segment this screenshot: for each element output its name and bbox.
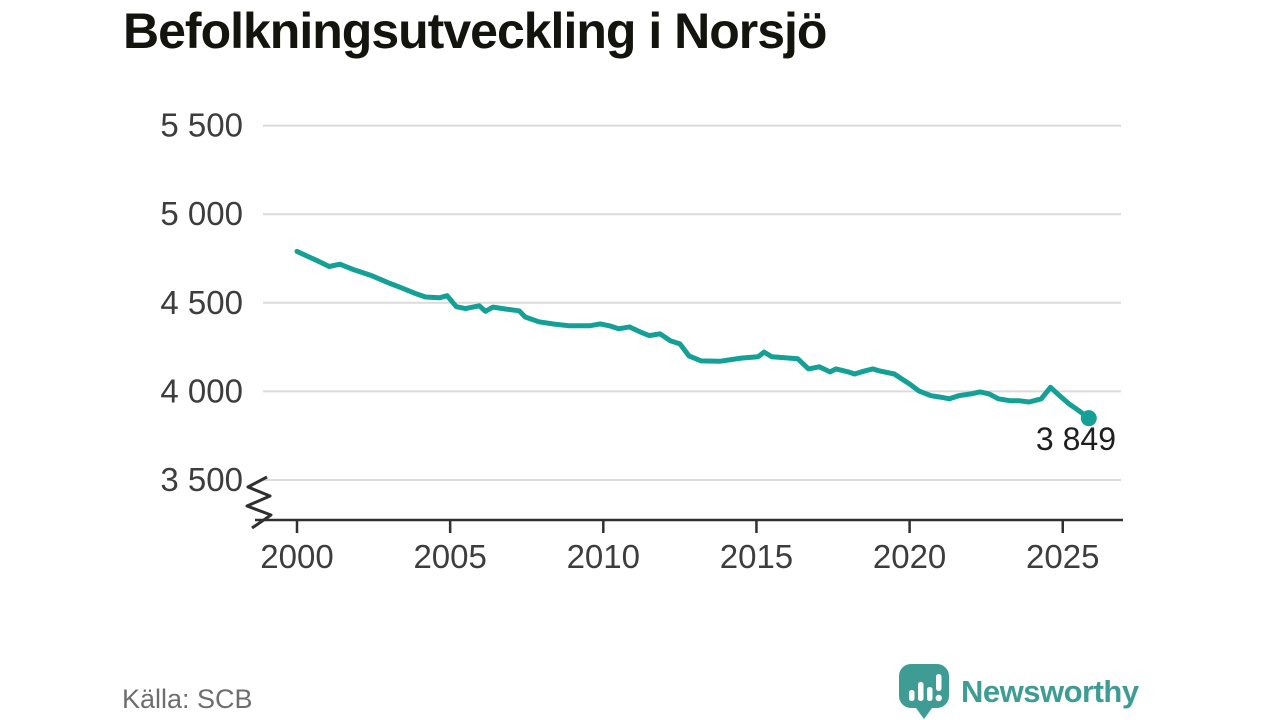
bar-1 [909, 690, 915, 701]
x-tick-label: 2000 [260, 538, 333, 575]
newsworthy-wordmark: Newsworthy [961, 673, 1139, 709]
y-tick-label: 5 500 [160, 107, 243, 144]
axis-break-zigzag [245, 475, 273, 530]
y-tick-label: 4 500 [160, 284, 243, 321]
x-tick-label: 2020 [873, 538, 946, 575]
population-line [294, 248, 1092, 421]
exclamation-dot [935, 694, 942, 702]
chart-title: Befolkningsutveckling i Norsjö [123, 3, 827, 59]
newsworthy-logo: Newsworthy [898, 663, 1139, 720]
bar-2 [918, 682, 924, 701]
x-tick-label: 2015 [720, 538, 793, 575]
last-point-value-label: 3 849 [1036, 421, 1116, 457]
x-tick-label: 2010 [567, 538, 640, 575]
newsworthy-speech-bubble-icon [899, 664, 949, 719]
bar-3 [927, 687, 933, 701]
y-tick-label: 4 000 [160, 372, 243, 409]
y-tick-label: 3 500 [160, 461, 243, 498]
source-label: Källa: SCB [122, 684, 253, 714]
last-point-marker [1080, 410, 1097, 427]
exclamation-bar [936, 674, 942, 691]
speech-bubble-shape [899, 664, 949, 719]
y-tick-label: 5 000 [160, 195, 243, 232]
x-tick-label: 2005 [413, 538, 486, 575]
x-tick-label: 2025 [1026, 538, 1099, 575]
